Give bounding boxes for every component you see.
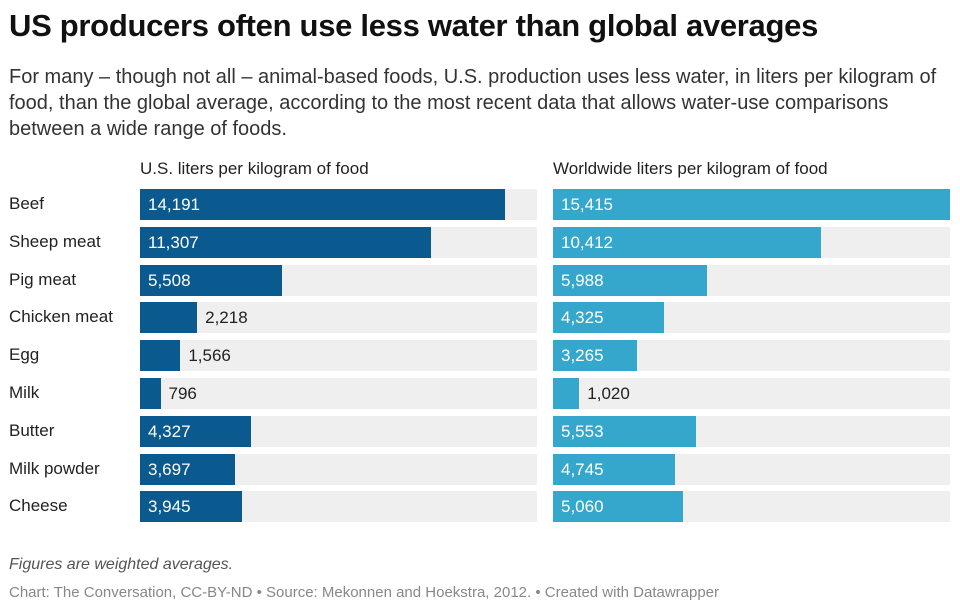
chart-subtitle: For many – though not all – animal-based…	[9, 66, 937, 140]
category-label: Chicken meat	[9, 307, 113, 327]
category-label: Beef	[9, 194, 44, 213]
chart-note: Figures are weighted averages.	[9, 556, 234, 573]
bar-track: 3,945	[140, 491, 537, 523]
bar-track: 5,508	[140, 264, 537, 296]
data-label: 1,566	[188, 346, 231, 366]
bar	[553, 378, 580, 409]
bar-track: 796	[140, 378, 537, 409]
bar-track: 14,191	[140, 189, 537, 220]
bar-track: 10,412	[553, 226, 950, 258]
bar	[140, 453, 236, 485]
bar-track: 5,988	[553, 264, 950, 296]
bar-track: 2,218	[140, 302, 537, 334]
bar-track: 5,553	[553, 415, 950, 447]
bar	[553, 264, 708, 296]
data-label: 3,697	[148, 459, 191, 479]
category-label: Sheep meat	[9, 231, 101, 251]
panel-header-us: U.S. liters per kilogram of food	[140, 159, 369, 178]
data-label: 11,307	[148, 232, 199, 252]
data-label: 4,325	[561, 308, 604, 328]
category-label: Milk powder	[9, 458, 100, 478]
chart-source: Chart: The Conversation, CC-BY-ND • Sour…	[9, 584, 720, 601]
bar	[553, 453, 676, 485]
category-label: Cheese	[9, 496, 68, 516]
bar	[553, 226, 822, 258]
data-label: 5,508	[148, 270, 191, 290]
data-label: 10,412	[561, 232, 613, 252]
data-label: 5,988	[561, 270, 604, 290]
category-label: Butter	[9, 420, 55, 440]
data-label: 5,553	[561, 421, 604, 441]
bar-track: 4,745	[553, 453, 950, 485]
panel-header-world: Worldwide liters per kilogram of food	[553, 159, 828, 178]
data-label: 14,191	[148, 195, 200, 214]
chart-title: US producers often use less water than g…	[9, 8, 819, 43]
bar-track: 3,265	[553, 340, 950, 372]
data-label: 3,265	[561, 346, 604, 366]
data-label: 4,745	[561, 459, 604, 479]
bar	[553, 415, 696, 447]
bar	[140, 302, 198, 334]
bar-track: 4,327	[140, 415, 537, 447]
bar-track: 3,697	[140, 453, 537, 485]
bar	[553, 302, 665, 334]
bar	[140, 189, 506, 220]
bar-track: 5,060	[553, 491, 950, 523]
bar-track: 15,415	[553, 189, 950, 220]
data-label: 3,945	[148, 497, 191, 517]
bar	[140, 378, 161, 409]
data-label: 1,020	[587, 384, 630, 403]
data-label: 2,218	[205, 308, 248, 328]
bar	[553, 340, 638, 372]
bar	[553, 189, 950, 220]
data-label: 15,415	[561, 195, 613, 214]
bar	[140, 340, 181, 372]
category-label: Milk	[9, 383, 40, 402]
bar-track: 1,566	[140, 340, 537, 372]
data-label: 5,060	[561, 497, 604, 517]
bar-track: 4,325	[553, 302, 950, 334]
bar	[140, 415, 252, 447]
bar	[140, 226, 432, 258]
bar	[140, 491, 242, 523]
data-label: 4,327	[148, 421, 191, 441]
data-label: 796	[168, 384, 197, 403]
category-label: Egg	[9, 345, 40, 365]
bar-track: 11,307	[140, 226, 537, 258]
bar	[553, 491, 684, 523]
bar	[140, 264, 282, 296]
category-label: Pig meat	[9, 269, 77, 289]
bar-track: 1,020	[553, 378, 950, 409]
